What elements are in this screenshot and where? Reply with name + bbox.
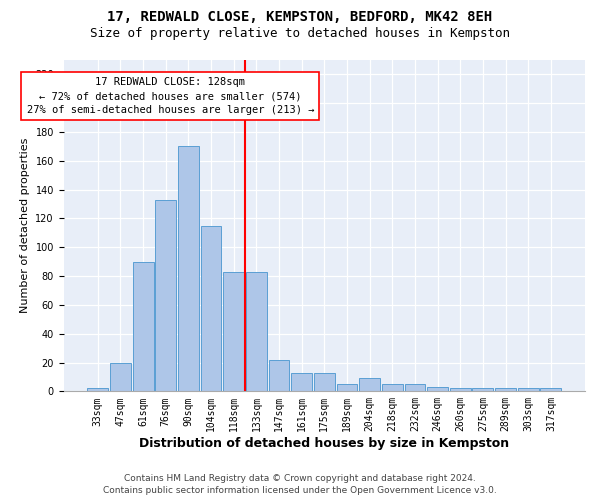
Bar [450,388,470,392]
Bar [541,388,562,392]
X-axis label: Distribution of detached houses by size in Kempston: Distribution of detached houses by size … [139,437,509,450]
Bar [246,272,267,392]
Bar [200,226,221,392]
Bar [269,360,289,392]
Bar [337,384,358,392]
Bar [291,372,312,392]
Text: Contains HM Land Registry data © Crown copyright and database right 2024.
Contai: Contains HM Land Registry data © Crown c… [103,474,497,495]
Bar [314,372,335,392]
Bar [427,387,448,392]
Text: 17, REDWALD CLOSE, KEMPSTON, BEDFORD, MK42 8EH: 17, REDWALD CLOSE, KEMPSTON, BEDFORD, MK… [107,10,493,24]
Bar [382,384,403,392]
Bar [155,200,176,392]
Y-axis label: Number of detached properties: Number of detached properties [20,138,30,314]
Text: Size of property relative to detached houses in Kempston: Size of property relative to detached ho… [90,28,510,40]
Bar [518,388,539,392]
Bar [133,262,154,392]
Bar [178,146,199,392]
Bar [495,388,516,392]
Bar [223,272,244,392]
Bar [472,388,493,392]
Bar [88,388,108,392]
Text: 17 REDWALD CLOSE: 128sqm
← 72% of detached houses are smaller (574)
27% of semi-: 17 REDWALD CLOSE: 128sqm ← 72% of detach… [26,78,314,116]
Bar [359,378,380,392]
Bar [110,362,131,392]
Bar [404,384,425,392]
